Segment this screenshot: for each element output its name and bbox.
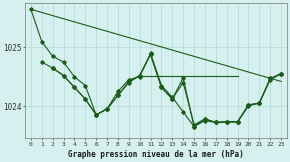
- X-axis label: Graphe pression niveau de la mer (hPa): Graphe pression niveau de la mer (hPa): [68, 150, 244, 159]
